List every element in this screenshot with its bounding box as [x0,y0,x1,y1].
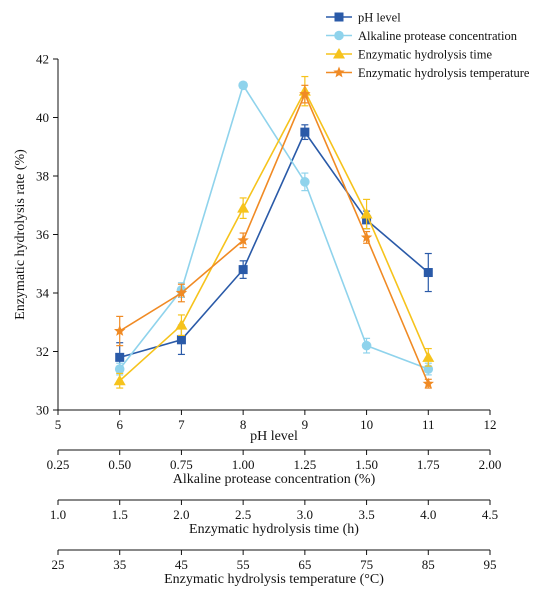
x-axes: 5 6 7 8 9 10 11 12 pH level 0.25 0.50 0.75 1.00 1.25 1… [47,409,502,587]
data-point [299,88,311,99]
y-tick-label: 42 [36,52,49,67]
legend-label: Enzymatic hydrolysis temperature [358,66,530,80]
x-tick-label: 0.50 [108,457,131,472]
x-tick-label: 1.50 [355,457,378,472]
x-tick-label: 95 [484,557,497,572]
x-tick-label: 3.5 [358,507,374,522]
legend-label: Alkaline protease concentration [358,29,518,43]
x-tick-label: 2.5 [235,507,251,522]
data-point [175,287,188,298]
series-3 [113,75,435,389]
data-point [422,377,434,389]
y-tick-label: 36 [36,227,50,242]
legend-item: Enzymatic hydrolysis temperature [326,66,530,80]
series-line [119,83,429,370]
data-point [300,177,310,187]
x-tick-label: 7 [178,417,185,432]
y-tick-label: 34 [36,286,50,301]
x-axis-title: Alkaline protease concentration (%) [173,472,376,487]
x-tick-label: 0.75 [170,457,193,472]
x-tick-label: 1.00 [232,457,255,472]
legend-marker [333,48,345,59]
x-axis-title: Enzymatic hydrolysis time (h) [189,522,359,537]
legend-marker [334,12,344,22]
legend-item: Alkaline protease concentration [326,29,518,43]
x-tick-label: 1.75 [417,457,440,472]
x-tick-label: 3.0 [297,507,313,522]
x-tick-label: 55 [237,557,250,572]
y-tick-label: 30 [36,403,49,418]
data-point [115,352,125,362]
x-tick-label: 12 [484,417,497,432]
x-tick-label: 10 [360,417,373,432]
data-point [422,351,435,362]
series-line [119,89,430,382]
data-point [237,234,249,246]
x-tick-label: 1.0 [50,507,66,522]
legend-label: Enzymatic hydrolysis time [358,48,492,62]
x-tick-label: 2.0 [173,507,189,522]
data-point [237,202,250,213]
legend-marker [333,66,345,78]
series-layer [113,75,435,389]
x-axis-3: 1.0 1.5 2.0 2.5 3.0 3.5 4.0 4.5 Enzymatic hydrol… [50,499,498,537]
data-point [423,268,433,278]
x-tick-label: 75 [360,557,373,572]
data-point [238,265,248,275]
legend-label: pH level [358,11,401,25]
x-tick-label: 45 [175,557,188,572]
data-point [360,231,373,243]
x-tick-label: 0.25 [47,457,70,472]
series-2 [114,80,434,376]
x-axis-4: 25 35 45 55 65 75 85 95 Enzymatic hydrolysis tem… [52,549,497,587]
data-point [238,80,248,91]
x-tick-label: 1.25 [293,457,316,472]
x-tick-label: 85 [422,557,435,572]
x-axis-title: pH level [250,429,298,444]
data-point [114,325,126,336]
x-tick-label: 1.5 [112,507,128,522]
data-point [360,208,373,219]
series-line [119,92,430,384]
legend-item: Enzymatic hydrolysis time [326,48,492,62]
x-axis-2: 0.25 0.50 0.75 1.00 1.25 1.50 1.75 2.00 Alkaline… [47,449,502,487]
y-axis-title: Enzymatic hydrolysis rate (%) [13,149,28,320]
x-tick-label: 8 [240,417,247,432]
x-axis-title: Enzymatic hydrolysis temperature (°C) [164,572,384,587]
y-tick-label: 40 [36,110,49,125]
x-tick-label: 11 [422,417,435,432]
x-tick-label: 5 [55,417,62,432]
series-1 [115,124,433,373]
legend-marker [334,30,344,41]
data-point [114,364,125,374]
x-tick-label: 2.00 [479,457,502,472]
x-axis-1: 5 6 7 8 9 10 11 12 pH level [55,409,497,444]
y-tick-label: 38 [36,169,49,184]
x-tick-label: 6 [116,417,123,432]
data-point [175,319,188,330]
x-tick-label: 35 [113,557,126,572]
legend: pH level Alkaline protease concentration E… [326,11,530,80]
data-point [176,335,186,345]
series-4 [114,84,434,389]
data-point [300,127,310,137]
y-axis: 30 32 34 36 38 40 42 [36,52,59,418]
x-tick-label: 65 [298,557,311,572]
x-tick-label: 4.0 [420,507,436,522]
data-point [361,340,372,351]
series-line [119,130,429,359]
data-point [113,374,126,386]
x-tick-label: 25 [52,557,65,572]
legend-item: pH level [326,11,401,25]
x-tick-label: 9 [302,417,309,432]
x-tick-label: 4.5 [482,507,498,522]
y-tick-label: 32 [36,344,49,359]
